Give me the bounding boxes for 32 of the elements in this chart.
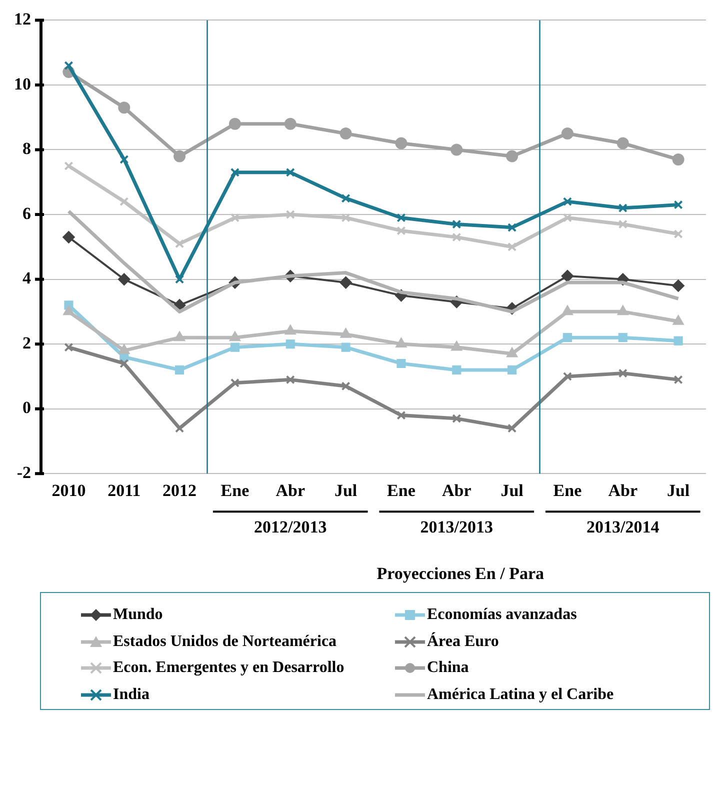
x-tick-label: Ene xyxy=(387,481,416,500)
legend-label: Estados Unidos de Norteamérica xyxy=(113,632,337,650)
y-tick-label: 6 xyxy=(22,204,31,223)
x-tick-label: 2010 xyxy=(52,481,86,500)
x-tick-label: Jul xyxy=(334,481,358,500)
x-tick-label: Ene xyxy=(220,481,250,500)
legend-label: India xyxy=(113,686,150,704)
legend-label: América Latina y el Caribe xyxy=(427,686,614,704)
y-tick-label: 4 xyxy=(22,268,32,288)
legend-title: Proyecciones En / Para xyxy=(376,564,545,584)
x-tick-label: 2012 xyxy=(162,481,197,500)
y-tick-label: 0 xyxy=(22,398,31,418)
legend-label: Econ. Emergentes y en Desarrollo xyxy=(113,659,344,677)
text: 2013/2014 xyxy=(586,517,660,536)
y-tick-label: 12 xyxy=(14,10,31,29)
text: 2013/2013 xyxy=(420,517,493,536)
y-tick-label: -2 xyxy=(16,462,31,482)
legend-label: China xyxy=(427,659,469,677)
legend-label: Economías avanzadas xyxy=(427,606,577,624)
x-tick-label: Jul xyxy=(500,481,524,500)
text: 2012/2013 xyxy=(254,517,327,536)
legend-label: Área Euro xyxy=(427,632,499,650)
legend-label: Mundo xyxy=(113,606,163,624)
x-tick-label: Jul xyxy=(666,481,690,500)
x-tick-label: Ene xyxy=(553,481,582,500)
y-tick-label: 8 xyxy=(22,139,31,158)
y-tick-label: 10 xyxy=(14,74,31,94)
x-tick-label: Abr xyxy=(608,481,638,500)
x-tick-label: 2011 xyxy=(108,481,141,500)
x-tick-label: Abr xyxy=(276,481,306,500)
y-tick-label: 2 xyxy=(22,333,31,352)
x-tick-label: Abr xyxy=(442,481,472,500)
